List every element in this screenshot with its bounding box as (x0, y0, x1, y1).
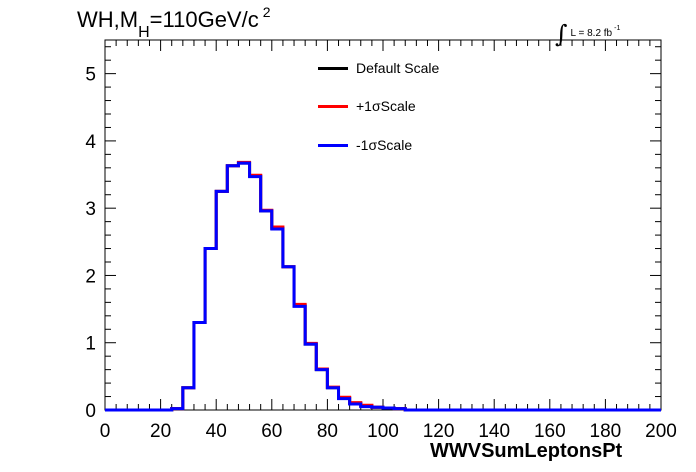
x-tick-label: 120 (423, 421, 455, 442)
y-tick-label: 3 (85, 199, 96, 220)
series-line-plus-1-sigma (105, 160, 661, 412)
y-tick-label: 0 (85, 401, 96, 422)
x-tick-label: 0 (100, 421, 111, 442)
x-tick-label: 60 (261, 421, 282, 442)
title-subscript: H (138, 24, 150, 41)
x-tick-label: 20 (150, 421, 171, 442)
axes: 0 20 40 60 80 100 120 140 160 180 200 0 1 2 3 4 5 (85, 40, 677, 442)
legend-label-plus: +1σScale (356, 98, 416, 114)
luminosity-superscript: -1 (614, 25, 621, 32)
y-tick-label: 2 (85, 266, 96, 287)
luminosity-text: L = 8.2 fb (570, 28, 613, 39)
legend-entry-plus: +1σScale (318, 96, 416, 116)
legend-swatch-default (318, 66, 348, 70)
legend-label-default: Default Scale (356, 60, 440, 76)
x-tick-label: 200 (645, 421, 677, 442)
legend-swatch-plus (318, 104, 348, 108)
y-tick-label: 1 (85, 334, 96, 355)
x-tick-label: 140 (478, 421, 510, 442)
title-suffix: =110GeV/c (149, 7, 259, 32)
luminosity-label: ∫ L = 8.2 fb -1 (555, 14, 621, 48)
series-line-default-scale (105, 161, 661, 412)
legend-label-minus: -1σScale (356, 137, 413, 153)
plot-title: WH,MH=110GeV/c 2 (77, 4, 271, 41)
title-superscript: 2 (262, 4, 271, 20)
x-axis-title: WWVSumLeptonsPt (430, 440, 623, 462)
x-tick-label: 40 (206, 421, 227, 442)
legend-entry-minus: -1σScale (318, 135, 412, 155)
y-tick-label: 4 (85, 132, 96, 153)
x-tick-label: 180 (590, 421, 622, 442)
x-tick-label: 160 (534, 421, 566, 442)
series-layer (105, 160, 661, 412)
title-prefix: WH,M (77, 7, 139, 32)
legend-swatch-minus (318, 143, 348, 147)
integral-symbol: ∫ (555, 20, 568, 48)
x-tick-label: 100 (367, 421, 399, 442)
x-tick-label: 80 (317, 421, 338, 442)
series-line-minus-1-sigma (105, 161, 661, 412)
legend-entry-default: Default Scale (318, 58, 439, 78)
y-tick-label: 5 (85, 65, 96, 86)
